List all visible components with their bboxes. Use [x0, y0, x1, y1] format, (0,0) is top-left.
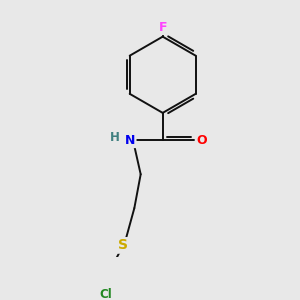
- Text: H: H: [110, 130, 120, 143]
- Text: N: N: [125, 134, 135, 147]
- Text: O: O: [197, 134, 207, 147]
- Text: F: F: [158, 21, 167, 34]
- Text: Cl: Cl: [99, 288, 112, 300]
- Text: S: S: [118, 238, 128, 252]
- Text: Cl: Cl: [100, 288, 113, 300]
